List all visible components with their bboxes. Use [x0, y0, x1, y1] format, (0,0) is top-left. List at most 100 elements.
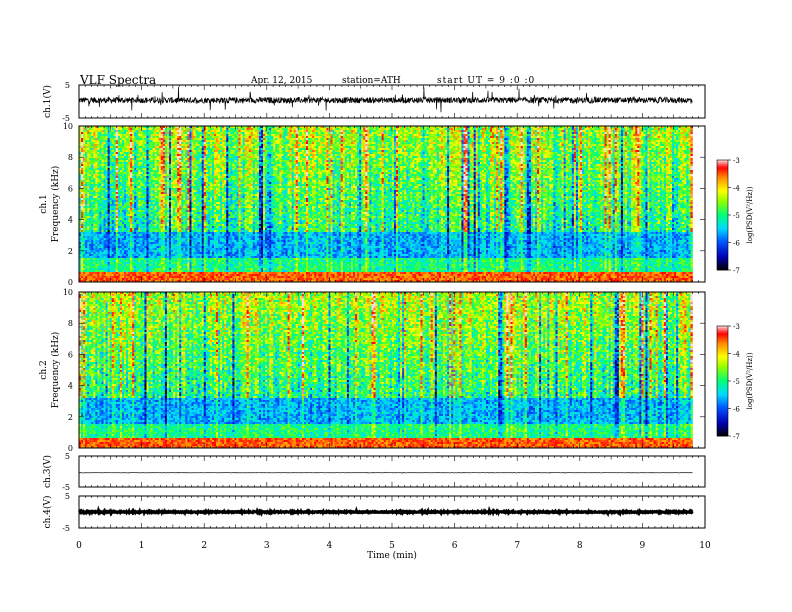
- colorbar-segment: [717, 178, 728, 181]
- colorbar-segment: [717, 207, 728, 210]
- colorbar-segment: [717, 231, 728, 234]
- colorbar-tick-label: -5: [733, 378, 740, 386]
- colorbar-segment: [717, 426, 728, 430]
- colorbar-tick-label: -7: [733, 267, 740, 275]
- y-tick-label: 10: [63, 122, 73, 131]
- colorbar-segment: [717, 235, 728, 238]
- x-tick-label: 4: [327, 541, 333, 551]
- station-label: station=ATH: [342, 76, 401, 86]
- colorbar-segment: [717, 189, 728, 192]
- colorbar-segment: [717, 428, 728, 431]
- colorbar-segment: [717, 174, 728, 177]
- y-tick-label: -5: [62, 524, 70, 533]
- x-tick-label: 8: [577, 541, 583, 551]
- colorbar-segment: [717, 202, 728, 205]
- y-tick-label: 10: [63, 288, 73, 297]
- colorbar-segment: [717, 327, 728, 331]
- colorbar-segment: [717, 379, 728, 382]
- colorbar-segment: [717, 211, 728, 214]
- colorbar-tick-label: -7: [733, 433, 740, 441]
- colorbar-segment: [717, 342, 728, 345]
- colorbar-segment: [717, 423, 728, 426]
- colorbar-segment: [717, 182, 728, 185]
- colorbar-segment: [717, 406, 728, 409]
- colorbar-segment: [717, 377, 728, 380]
- colorbar-segment: [717, 371, 728, 375]
- colorbar-segment: [717, 335, 728, 338]
- colorbar-segment: [717, 408, 728, 411]
- colorbar-segment: [717, 268, 728, 271]
- colorbar-segment: [717, 331, 728, 334]
- colorbar-segment: [717, 160, 728, 163]
- colorbar-segment: [717, 233, 728, 236]
- colorbar-segment: [717, 353, 728, 356]
- colorbar-segment: [717, 410, 728, 413]
- colorbar-segment: [717, 357, 728, 360]
- colorbar-segment: [717, 237, 728, 240]
- x-tick-label: 6: [452, 541, 458, 551]
- colorbar-segment: [717, 220, 728, 223]
- start-time-label: start UT = 9 :0 :0: [437, 76, 535, 86]
- colorbar-tick-label: -6: [733, 240, 740, 248]
- colorbar-segment: [717, 169, 728, 172]
- colorbar-segment: [717, 382, 728, 386]
- colorbar-segment: [717, 401, 728, 404]
- colorbar-segment: [717, 351, 728, 354]
- colorbar-segment: [717, 204, 728, 207]
- colorbar-segment: [717, 257, 728, 260]
- colorbar-tick-label: -6: [733, 406, 740, 414]
- y-tick-label: 8: [68, 153, 73, 162]
- y-tick-label: 0: [68, 278, 73, 287]
- y-tick-label: 5: [65, 492, 70, 501]
- y-axis-label: ch.3(V): [42, 455, 53, 488]
- colorbar-segment: [717, 227, 728, 231]
- colorbar-segment: [717, 348, 728, 351]
- colorbar-segment: [717, 187, 728, 190]
- y-axis-label: Frequency (kHz): [50, 332, 61, 409]
- y-tick-label: -5: [62, 114, 70, 123]
- colorbar-segment: [717, 373, 728, 376]
- colorbar-segment: [717, 412, 728, 415]
- colorbar-segment: [717, 244, 728, 247]
- colorbar-segment: [717, 222, 728, 225]
- colorbar-segment: [717, 176, 728, 179]
- x-tick-label: 9: [640, 541, 646, 551]
- waveform-trace: [78, 86, 693, 113]
- colorbar-segment: [717, 419, 728, 422]
- colorbar-segment: [717, 430, 728, 433]
- y-axis-label: ch.1: [39, 194, 49, 213]
- x-tick-label: 5: [389, 541, 395, 551]
- y-axis-label: ch.1(V): [42, 85, 53, 118]
- colorbar-segment: [717, 193, 728, 196]
- colorbar-tick-label: -4: [733, 185, 740, 193]
- y-axis-label: ch.4(V): [42, 496, 53, 529]
- colorbar-segment: [717, 165, 728, 168]
- colorbar-segment: [717, 386, 728, 389]
- colorbar-segment: [717, 417, 728, 420]
- colorbar-segment: [717, 344, 728, 347]
- x-tick-label: 0: [76, 541, 82, 551]
- colorbar-segment: [717, 359, 728, 362]
- colorbar-segment: [717, 259, 728, 262]
- colorbar-segment: [717, 200, 728, 203]
- colorbar-segment: [717, 161, 728, 165]
- y-tick-label: 8: [68, 319, 73, 328]
- colorbar-segment: [717, 198, 728, 201]
- colorbar-segment: [717, 329, 728, 332]
- colorbar-segment: [717, 366, 728, 369]
- x-tick-label: 7: [514, 541, 520, 551]
- colorbar-segment: [717, 240, 728, 243]
- y-tick-label: -5: [62, 483, 70, 492]
- x-tick-label: 1: [139, 541, 145, 551]
- figure-title: VLF Spectra: [80, 73, 156, 87]
- colorbar-segment: [717, 384, 728, 387]
- colorbar-segment: [717, 346, 728, 349]
- colorbar-segment: [717, 333, 728, 336]
- spectrogram-image: [79, 292, 693, 449]
- colorbar-segment: [717, 360, 728, 364]
- colorbar-segment: [717, 362, 728, 365]
- colorbar-segment: [717, 167, 728, 170]
- y-tick-label: 2: [68, 247, 73, 256]
- colorbar-segment: [717, 340, 728, 343]
